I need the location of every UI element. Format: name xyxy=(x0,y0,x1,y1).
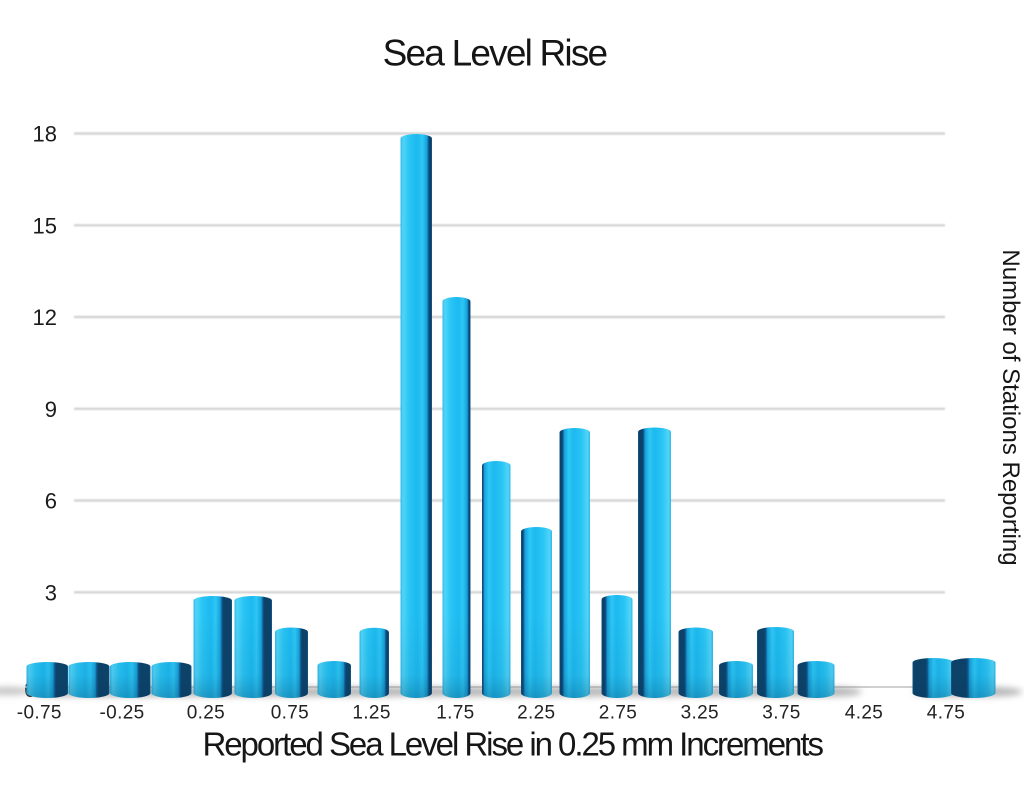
svg-text:Reported Sea Level Rise in 0.2: Reported Sea Level Rise in 0.25 mm Incre… xyxy=(202,726,823,763)
svg-text:0.75: 0.75 xyxy=(271,703,309,724)
svg-text:3.75: 3.75 xyxy=(762,703,800,724)
svg-text:15: 15 xyxy=(33,214,57,239)
svg-text:-0.75: -0.75 xyxy=(17,703,62,724)
svg-text:Number of Stations Reporting: Number of Stations Reporting xyxy=(997,249,1024,565)
svg-text:1.75: 1.75 xyxy=(436,703,474,724)
svg-text:-0.25: -0.25 xyxy=(99,703,144,724)
svg-text:2.75: 2.75 xyxy=(599,703,637,724)
svg-text:0.25: 0.25 xyxy=(187,703,225,724)
svg-text:4.25: 4.25 xyxy=(845,703,883,724)
svg-text:1.25: 1.25 xyxy=(352,703,390,724)
svg-text:3.25: 3.25 xyxy=(681,703,719,724)
svg-text:9: 9 xyxy=(45,397,57,422)
svg-text:Sea Level Rise: Sea Level Rise xyxy=(383,33,607,74)
svg-text:2.25: 2.25 xyxy=(517,703,555,724)
svg-text:4.75: 4.75 xyxy=(927,703,965,724)
svg-text:18: 18 xyxy=(33,122,57,147)
svg-text:12: 12 xyxy=(33,305,57,330)
svg-text:6: 6 xyxy=(45,489,57,514)
svg-text:3: 3 xyxy=(45,581,57,606)
